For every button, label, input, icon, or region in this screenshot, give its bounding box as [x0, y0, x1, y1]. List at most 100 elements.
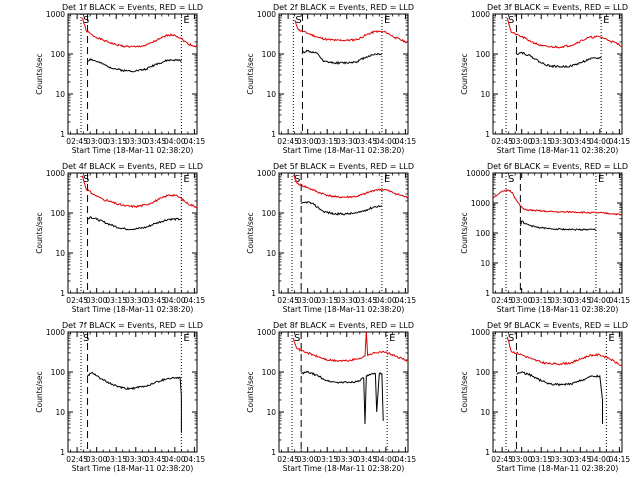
- x-tick-label: 03:45: [569, 296, 591, 305]
- y-tick-label: 1000: [46, 328, 65, 337]
- marker-label: S: [508, 333, 514, 344]
- y-axis-label: Counts/sec: [246, 212, 255, 253]
- y-axis-label: Counts/sec: [460, 371, 469, 412]
- x-tick-label: 03:45: [144, 137, 166, 146]
- x-tick-label: 03:45: [355, 455, 377, 464]
- y-axis-label: Counts/sec: [35, 371, 44, 412]
- y-tick-label: 10000: [466, 169, 490, 178]
- plot-frame: [278, 331, 409, 453]
- x-tick-label: 03:15: [105, 137, 127, 146]
- lld-series-line: [492, 189, 623, 216]
- x-tick-label: 03:00: [86, 137, 108, 146]
- x-tick-label: 03:45: [569, 137, 591, 146]
- y-axis-label: Counts/sec: [246, 53, 255, 94]
- y-tick-label: 100: [262, 368, 277, 377]
- events-series-line: [300, 370, 384, 425]
- y-tick-label: 1000: [471, 10, 490, 19]
- detector-panel-4: Det 4f BLACK = Events, RED = LLD 1 10 100 10…: [35, 162, 205, 314]
- y-tick-label: 1: [485, 130, 490, 139]
- x-axis-label: Start Time (18-Mar-11 02:38:20): [283, 146, 405, 155]
- plot-frame: [492, 13, 623, 135]
- x-tick-label: 03:30: [125, 296, 147, 305]
- marker-label: E: [183, 15, 189, 26]
- x-tick-label: 04:00: [375, 137, 397, 146]
- x-tick-label: 03:15: [105, 296, 127, 305]
- marker-label: E: [598, 174, 604, 185]
- lld-series-line: [294, 19, 409, 44]
- x-tick-label: 03:45: [355, 137, 377, 146]
- y-tick-label: 1: [271, 448, 276, 457]
- plot-frame: [278, 13, 409, 135]
- x-tick-label: 03:15: [530, 137, 552, 146]
- x-axis-label: Start Time (18-Mar-11 02:38:20): [72, 146, 194, 155]
- x-tick-label: 04:00: [375, 296, 397, 305]
- panel-title: Det 8f BLACK = Events, RED = LLD: [273, 321, 414, 330]
- x-axis-label: Start Time (18-Mar-11 02:38:20): [497, 464, 619, 473]
- marker-label: S: [295, 15, 301, 26]
- x-tick-label: 04:00: [164, 296, 186, 305]
- marker-label: E: [384, 174, 390, 185]
- x-tick-label: 03:15: [316, 137, 338, 146]
- y-tick-label: 1: [271, 130, 276, 139]
- x-tick-label: 03:30: [125, 455, 147, 464]
- events-series-line: [519, 220, 597, 232]
- marker-label: E: [603, 15, 609, 26]
- x-tick-label: 02:45: [491, 455, 513, 464]
- x-tick-label: 04:00: [589, 296, 611, 305]
- x-tick-label: 03:00: [297, 455, 319, 464]
- y-tick-label: 100: [262, 209, 277, 218]
- plot-frame: [492, 331, 623, 453]
- plot-frame: [67, 13, 198, 135]
- x-axis-label: Start Time (18-Mar-11 02:38:20): [283, 305, 405, 314]
- x-tick-label: 03:30: [550, 296, 572, 305]
- panel-title: Det 4f BLACK = Events, RED = LLD: [62, 162, 203, 171]
- x-tick-label: 04:15: [395, 137, 417, 146]
- marker-label: S: [508, 174, 514, 185]
- y-tick-label: 1000: [46, 169, 65, 178]
- x-tick-label: 03:45: [569, 455, 591, 464]
- marker-label: S: [83, 333, 89, 344]
- y-tick-label: 100: [51, 50, 66, 59]
- detector-panel-5: Det 5f BLACK = Events, RED = LLD 1 10 100 10…: [246, 162, 416, 314]
- x-tick-label: 03:00: [86, 296, 108, 305]
- x-tick-label: 03:00: [511, 296, 533, 305]
- marker-label: S: [294, 333, 300, 344]
- y-tick-label: 1000: [257, 10, 276, 19]
- y-tick-label: 1: [485, 448, 490, 457]
- y-tick-label: 100: [51, 368, 66, 377]
- x-tick-label: 04:00: [164, 455, 186, 464]
- y-tick-label: 1000: [257, 169, 276, 178]
- x-tick-label: 02:45: [491, 137, 513, 146]
- marker-label: S: [83, 174, 89, 185]
- x-tick-label: 03:30: [336, 455, 358, 464]
- x-tick-label: 02:45: [277, 455, 299, 464]
- x-tick-label: 03:45: [144, 455, 166, 464]
- panel-title: Det 6f BLACK = Events, RED = LLD: [487, 162, 628, 171]
- x-axis-label: Start Time (18-Mar-11 02:38:20): [497, 146, 619, 155]
- panel-title: Det 1f BLACK = Events, RED = LLD: [62, 3, 203, 12]
- y-tick-label: 1000: [471, 328, 490, 337]
- x-tick-label: 02:45: [491, 296, 513, 305]
- x-tick-label: 03:00: [297, 137, 319, 146]
- panel-title: Det 7f BLACK = Events, RED = LLD: [62, 321, 203, 330]
- lld-series-line: [292, 331, 409, 363]
- x-tick-label: 04:15: [184, 296, 206, 305]
- lld-series-line: [81, 17, 198, 48]
- y-tick-label: 10: [480, 259, 490, 268]
- x-tick-label: 03:15: [105, 455, 127, 464]
- detector-panel-6: Det 6f BLACK = Events, RED = LLD 1 10 100 10…: [460, 162, 630, 314]
- lld-series-line: [292, 174, 409, 199]
- x-axis-label: Start Time (18-Mar-11 02:38:20): [283, 464, 405, 473]
- x-tick-label: 02:45: [66, 455, 88, 464]
- y-tick-label: 1000: [46, 10, 65, 19]
- panel-title: Det 9f BLACK = Events, RED = LLD: [487, 321, 628, 330]
- y-tick-label: 100: [476, 229, 491, 238]
- x-tick-label: 03:15: [316, 296, 338, 305]
- x-tick-label: 03:15: [530, 296, 552, 305]
- x-tick-label: 03:45: [144, 296, 166, 305]
- marker-label: S: [294, 174, 300, 185]
- panel-title: Det 3f BLACK = Events, RED = LLD: [487, 3, 628, 12]
- plot-frame: [67, 172, 198, 294]
- x-tick-label: 03:45: [355, 296, 377, 305]
